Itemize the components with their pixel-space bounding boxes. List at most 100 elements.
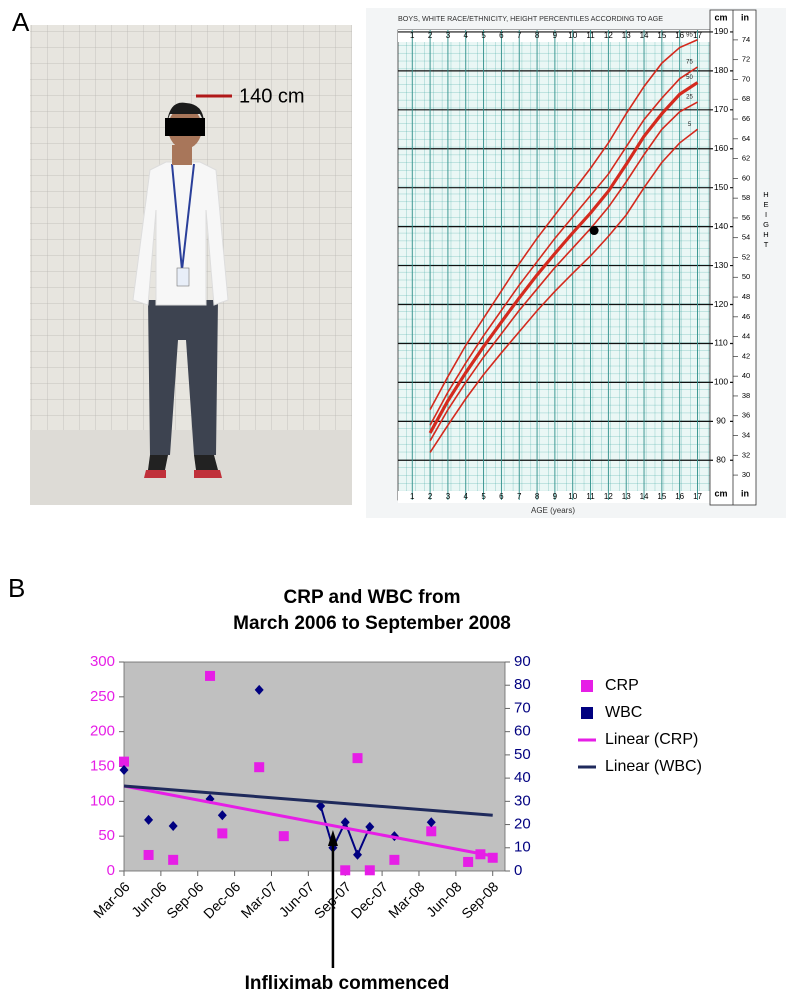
series-label: 25: [686, 95, 693, 101]
height-annotation: 140 cm: [239, 85, 305, 107]
x-tick-label: 13: [622, 492, 631, 501]
tick-label-bg: [713, 104, 730, 115]
y2-tick-label: 36: [742, 411, 750, 420]
wbc-point: [353, 849, 363, 860]
y-axis-label: HEIGHT: [763, 190, 769, 249]
y-tick-label: 100: [714, 377, 728, 387]
y2-tick-label: 66: [742, 114, 750, 123]
panel-label: B: [8, 573, 25, 603]
y2-tick-label: 20: [514, 816, 531, 833]
y-tick-label: 130: [714, 260, 728, 270]
y2-tick-label: 50: [742, 272, 750, 281]
tick-label-bg: [713, 143, 730, 154]
crp-point: [217, 828, 228, 839]
series-label: 95: [686, 32, 693, 38]
x-tick-label: Mar-08: [385, 878, 428, 921]
crp-point: [254, 762, 265, 773]
chart-title: March 2006 to September 2008: [233, 613, 511, 634]
y2-tick-label: 38: [742, 391, 750, 400]
y-tick-label: 170: [714, 104, 728, 114]
x-tick-label: 6: [499, 31, 504, 40]
y2-tick-label: 70: [514, 699, 531, 716]
x-tick-label: 1: [410, 492, 415, 501]
tick-label-bg: [713, 65, 730, 76]
tick-label-bg: [713, 260, 730, 271]
y2-tick-label: 68: [742, 94, 750, 103]
x-tick-label: 12: [604, 492, 613, 501]
legend-swatch: [581, 707, 593, 719]
wbc-point: [144, 814, 154, 825]
legend-label: Linear (CRP): [605, 731, 698, 748]
y-tick-label: 50: [98, 827, 115, 844]
growth-chart-title: BOYS, WHITE RACE/ETHNICITY, HEIGHT PERCE…: [398, 14, 663, 23]
y-tick-label: 150: [714, 182, 728, 192]
x-tick-label: 10: [568, 492, 577, 501]
percentile-curve: [429, 128, 699, 453]
wbc-point: [119, 764, 129, 775]
tick-label-bg: [713, 377, 730, 388]
trend-line: [123, 784, 493, 858]
y2-tick-label: 46: [742, 312, 750, 321]
age-strip: [398, 491, 710, 503]
y-axis-label-letter: H: [763, 230, 768, 239]
trend-line: [123, 784, 493, 817]
wbc-point: [426, 817, 436, 828]
y-tick-label: 160: [714, 143, 728, 153]
x-tick-label: 13: [622, 31, 631, 40]
x-tick-label: Jun-07: [276, 878, 318, 920]
y-tick-label: 200: [90, 723, 115, 740]
y-tick-label: 110: [714, 338, 728, 348]
y2-tick-label: 50: [514, 746, 531, 763]
panel-label: A: [12, 7, 30, 37]
y2-tick-label: 60: [742, 173, 750, 182]
wbc-point: [340, 817, 350, 828]
percentile-curve: [429, 101, 698, 442]
legend-label: Linear (WBC): [605, 758, 702, 775]
x-tick-label: 11: [586, 492, 595, 501]
wbc-point: [254, 684, 264, 695]
x-tick-label: 5: [481, 31, 486, 40]
y-tick-label: 190: [714, 26, 728, 36]
crp-point: [389, 854, 400, 865]
x-tick-label: 6: [499, 492, 504, 501]
x-tick-label: Jun-08: [423, 878, 465, 920]
crp-point: [278, 831, 289, 842]
percentile-curve: [429, 39, 698, 411]
unit-label: cm: [714, 12, 727, 22]
tick-label-bg: [713, 26, 730, 37]
y-tick-label: 180: [714, 65, 728, 75]
y2-tick-label: 10: [514, 839, 531, 856]
y2-tick-label: 90: [514, 653, 531, 670]
unit-label: cm: [714, 488, 727, 498]
wbc-point: [365, 821, 375, 832]
crp-point: [487, 852, 498, 863]
x-tick-label: 14: [640, 31, 649, 40]
x-tick-label: 8: [535, 492, 540, 501]
crp-point: [168, 854, 179, 865]
unit-label: in: [741, 12, 749, 22]
y2-tick-label: 40: [742, 371, 750, 380]
x-tick-label: 17: [693, 492, 702, 501]
tick-label-bg: [713, 455, 730, 466]
series-label: 75: [686, 60, 693, 66]
x-tick-label: 14: [640, 492, 649, 501]
age-strip: [398, 30, 710, 42]
x-tick-label: 16: [675, 492, 684, 501]
x-tick-label: Dec-07: [348, 878, 391, 921]
wbc-point: [217, 810, 227, 821]
y-tick-label: 0: [107, 862, 115, 879]
y2-tick-label: 60: [514, 723, 531, 740]
wbc-point: [316, 800, 326, 811]
y-tick-label: 300: [90, 653, 115, 670]
crp-point: [463, 856, 474, 867]
y2-tick-label: 34: [742, 430, 750, 439]
x-tick-label: Mar-07: [238, 878, 281, 921]
y2-tick-label: 72: [742, 55, 750, 64]
y2-tick-label: 62: [742, 154, 750, 163]
y-tick-label: 140: [714, 221, 728, 231]
crp-point: [352, 753, 363, 764]
y2-tick-label: 30: [514, 792, 531, 809]
x-tick-label: 3: [446, 31, 451, 40]
tick-label-bg: [713, 338, 730, 349]
